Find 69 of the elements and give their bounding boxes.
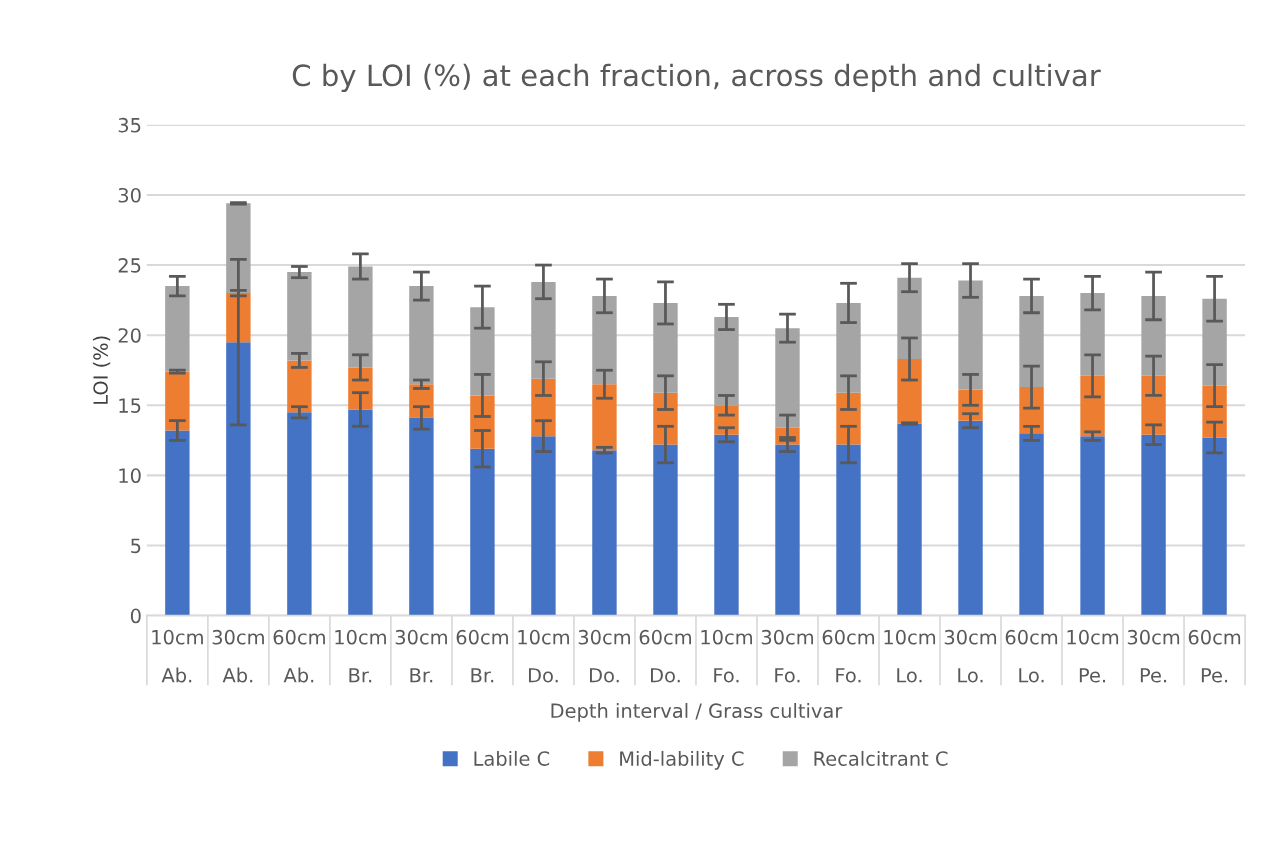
y-tick-label: 30 [118, 187, 141, 203]
category-label: 10cm Pe. [1067, 629, 1119, 683]
category-label: 60cm Fo. [822, 629, 875, 683]
category-label: 30cm Pe. [1127, 629, 1180, 683]
legend-label: Labile C [474, 750, 550, 766]
y-tick-label: 25 [118, 258, 141, 273]
bar [1080, 375, 1105, 437]
category-label: 30cm Lo. [944, 629, 997, 683]
y-tick-label: 0 [130, 608, 141, 624]
bar [531, 281, 556, 379]
bar [348, 409, 373, 616]
bar [409, 286, 434, 385]
bar [226, 342, 251, 616]
bar [1080, 293, 1105, 376]
x-tick-label: 30cm Ab. [212, 629, 264, 683]
bar [1019, 433, 1044, 616]
category-label: 30cm Br. [395, 629, 447, 683]
category-label: 10cm Do. [518, 629, 569, 683]
y-axis-title: LOI (%) [92, 336, 111, 404]
legend-label: Mid-lability C [620, 750, 744, 770]
category-label: 60cm Br. [456, 629, 508, 683]
bar [775, 328, 800, 428]
bar [1202, 437, 1227, 616]
category-label: 10cm Fo. [701, 629, 753, 683]
chart-title: C by LOI (%) at each fraction, across depth and cultivar [292, 63, 1101, 93]
bar [714, 434, 739, 616]
bar [958, 420, 983, 616]
bar [592, 450, 617, 616]
bar [165, 430, 190, 616]
bar [1019, 295, 1044, 388]
bar [1080, 436, 1105, 616]
bar [1141, 434, 1166, 616]
bar [958, 280, 983, 390]
legend-label: Recalcitrant C [814, 750, 948, 766]
category-label: 30cm Do. [578, 629, 630, 683]
bar [897, 277, 922, 360]
bar [836, 302, 861, 393]
bar [165, 371, 190, 431]
bar [897, 423, 922, 616]
category-label: 60cm Lo. [1005, 629, 1058, 683]
x-axis-title: Depth interval / Grass cultivar [551, 703, 843, 722]
bar [714, 316, 739, 406]
category-label: 60cm Pe. [1188, 629, 1241, 683]
bar [592, 384, 617, 451]
x-tick-label: 60cm Ab. [273, 629, 325, 683]
bar [287, 412, 312, 616]
y-tick-label: 20 [118, 328, 141, 343]
y-tick-label: 15 [119, 398, 141, 413]
bar [470, 307, 495, 396]
bar [653, 302, 678, 393]
bar [531, 436, 556, 616]
bar [1202, 298, 1227, 386]
bar [409, 417, 434, 616]
category-label: 60cm Do. [639, 629, 691, 683]
y-tick-label: 35 [118, 117, 141, 133]
bar [470, 448, 495, 616]
bar [836, 444, 861, 616]
bar [165, 286, 190, 372]
category-label: 30cm Fo. [761, 629, 814, 683]
bar [592, 295, 617, 385]
category-label: 10cm Lo. [884, 629, 936, 683]
category-label: 10cm Br. [335, 629, 386, 683]
bar [348, 266, 373, 368]
x-tick-label: 10cm Ab. [152, 629, 203, 683]
y-tick-label: 10 [119, 468, 141, 484]
bar [653, 444, 678, 616]
bar [287, 272, 312, 361]
y-tick-label: 5 [131, 538, 141, 554]
bar [775, 444, 800, 616]
